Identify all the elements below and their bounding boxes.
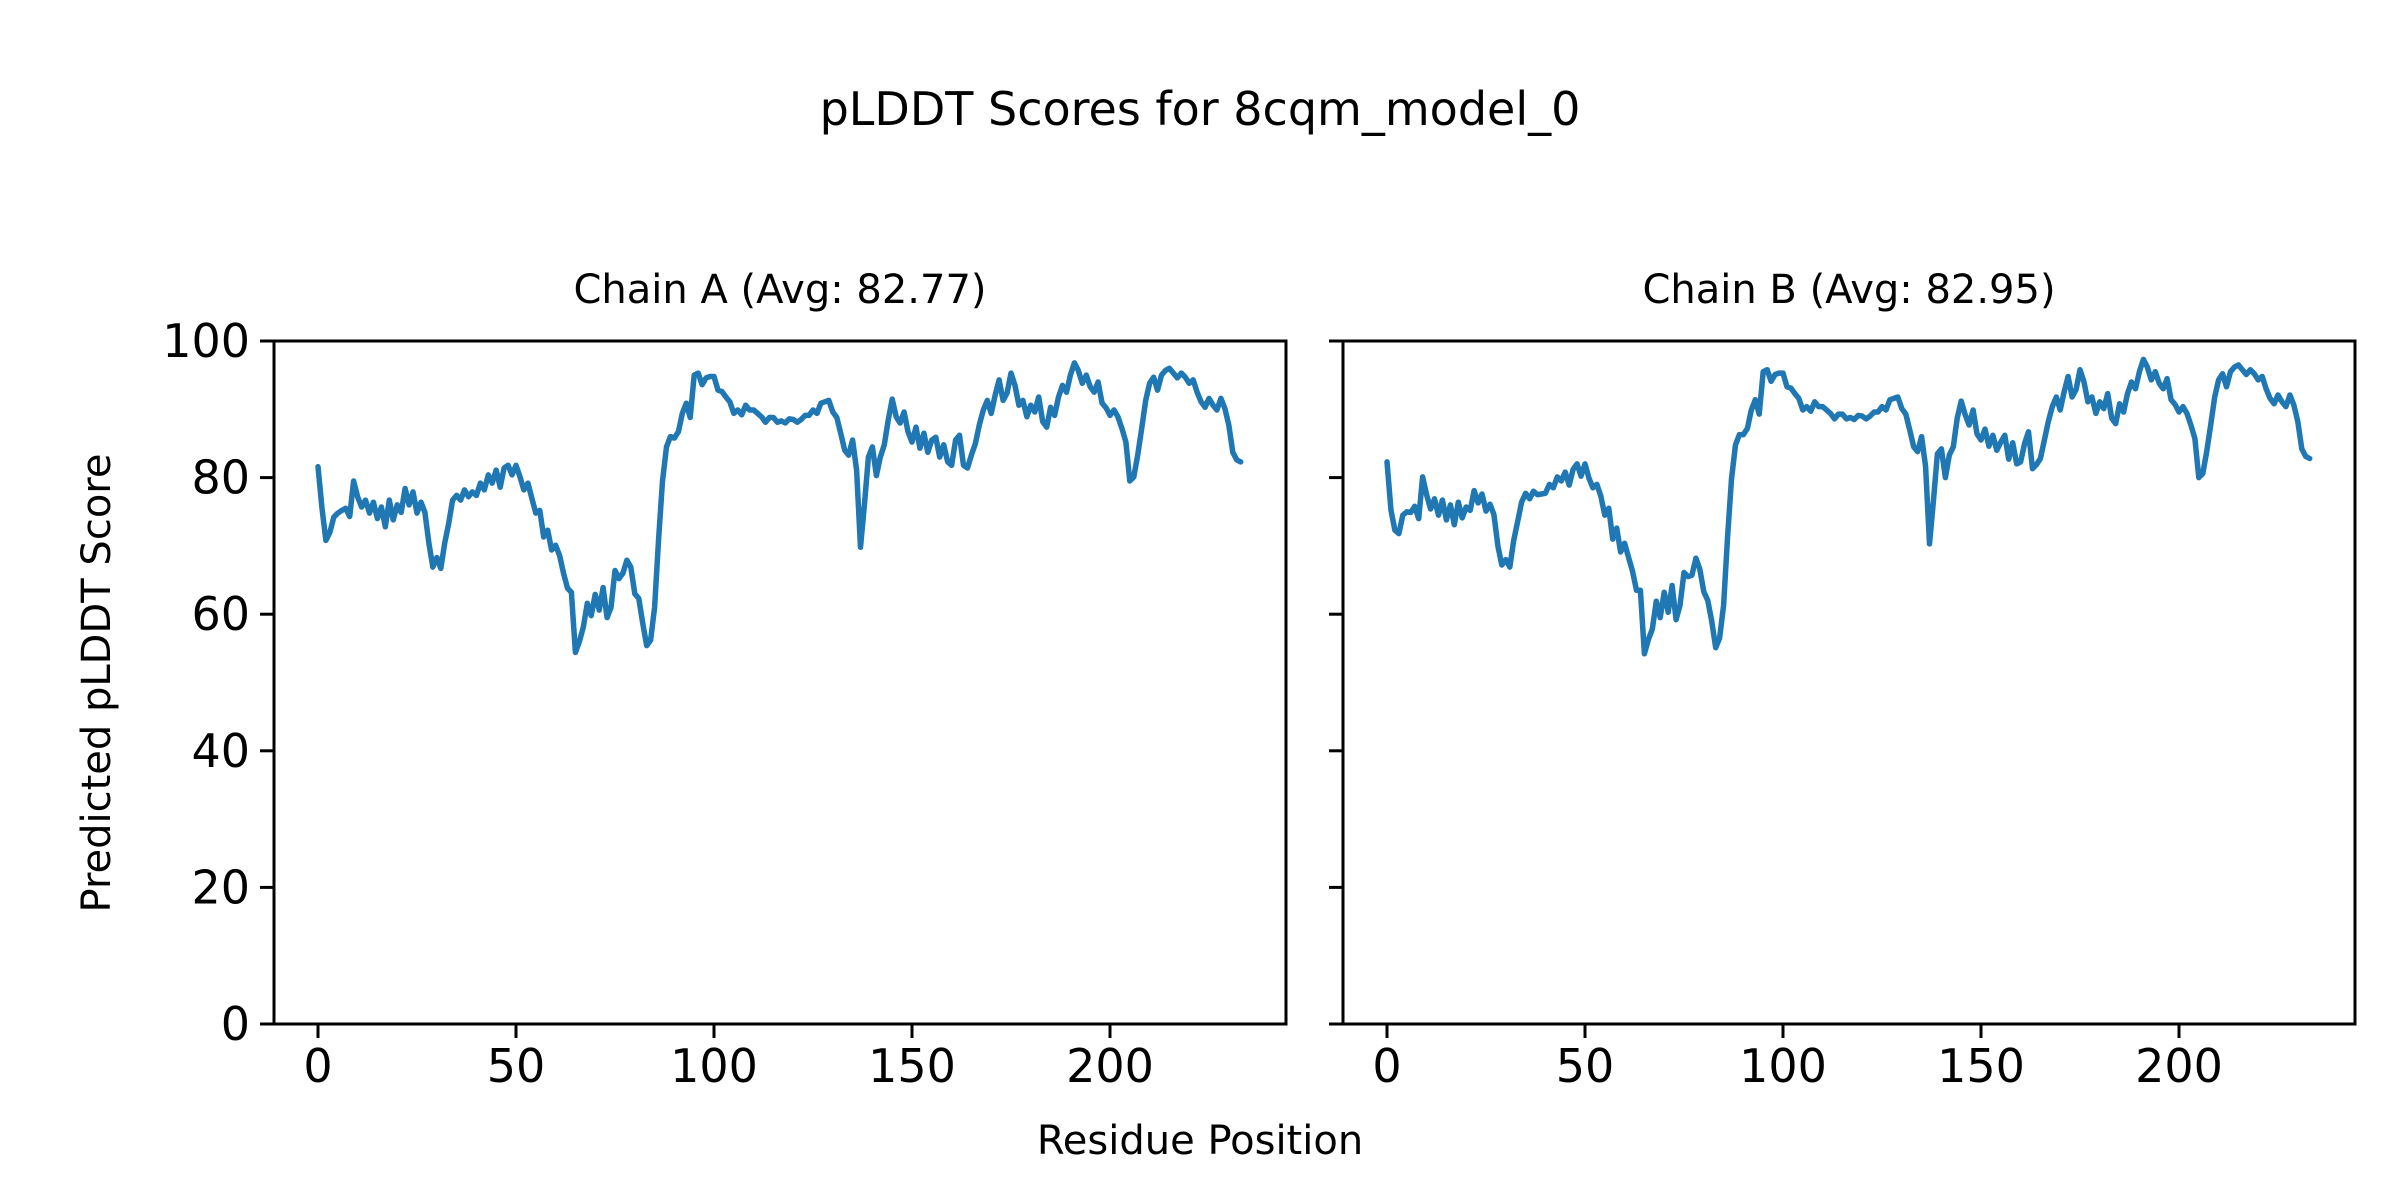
x-tick-label: 0 (303, 1039, 332, 1093)
x-tick-label: 200 (1066, 1039, 1154, 1093)
axes-spines (272, 339, 1288, 1026)
x-tick-label: 0 (1372, 1039, 1401, 1093)
x-axis-label: Residue Position (1036, 1118, 1364, 1164)
plot-area-chain-b: 0 50 100 150 200 (1329, 339, 2357, 1093)
y-tick-label: 80 (191, 451, 250, 505)
y-tick-label: 60 (191, 587, 250, 641)
subplot-title-chain-b: Chain B (Avg: 82.95) (1642, 267, 2056, 313)
plddt-line-chain-b (1384, 356, 2313, 657)
y-tick-label: 40 (191, 724, 250, 778)
x-tick-label: 200 (2135, 1039, 2223, 1093)
x-tick-label: 150 (868, 1039, 956, 1093)
axes-spines (1341, 339, 2357, 1026)
x-tick-label: 100 (670, 1039, 758, 1093)
subplot-title-chain-a: Chain A (Avg: 82.77) (573, 267, 987, 313)
x-tick-label: 100 (1739, 1039, 1827, 1093)
y-tick-label: 0 (221, 997, 250, 1051)
x-tick-label: 50 (487, 1039, 546, 1093)
y-axis-label: Predicted pLDDT Score (74, 453, 120, 913)
plot-area-chain-a: 0 50 100 150 200 0 20 40 60 80 100 (162, 314, 1288, 1093)
x-tick-label: 50 (1556, 1039, 1615, 1093)
plddt-line-chain-a (315, 360, 1244, 656)
y-tick-label: 100 (162, 314, 250, 368)
y-tick-label: 20 (191, 860, 250, 914)
x-tick-label: 150 (1937, 1039, 2025, 1093)
figure-title: pLDDT Scores for 8cqm_model_0 (819, 82, 1581, 136)
